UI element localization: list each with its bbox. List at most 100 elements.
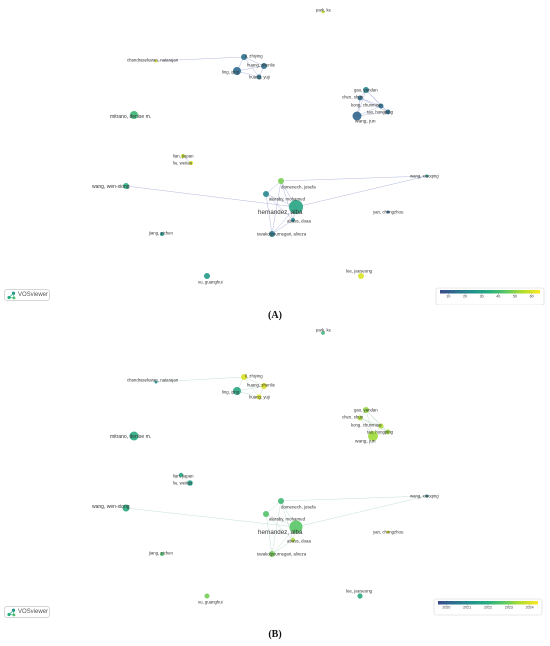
vosviewer-logo: VOSviewer [4, 606, 50, 618]
network-labels: park, ke li, zhiying chandrasekaran, natar… [92, 7, 439, 284]
node-label: lian, jiapan [173, 474, 194, 479]
figure-caption-a: (A) [268, 310, 282, 321]
legend-tick-label: 50 [513, 295, 517, 299]
node-label: mitrano, denise m. [110, 114, 151, 120]
legend-tick-label: 2022 [484, 606, 492, 610]
network-node [269, 231, 275, 237]
network-edge [280, 500, 294, 541]
node-label: huang, yuji [249, 395, 270, 400]
node-label: abass, doaa [287, 219, 311, 224]
color-legend: 10 20 30 40 50 60 [435, 287, 545, 305]
network-node [363, 407, 369, 413]
node-label: huang, yuji [249, 75, 270, 80]
node-label: hernandez, alba [258, 529, 303, 536]
node-label: ling, qing [222, 390, 240, 395]
network-edge [265, 500, 282, 515]
network-node [261, 383, 267, 389]
network-node [160, 232, 164, 236]
network-node [386, 210, 390, 214]
network-edge [155, 56, 245, 62]
node-label: lee, jaeseong [346, 589, 373, 594]
network-edge [356, 111, 389, 117]
network-node [263, 511, 269, 517]
figure-caption-b: (B) [268, 629, 282, 640]
network-node [241, 374, 247, 380]
network-node [425, 494, 429, 498]
network-node [233, 387, 241, 395]
network-map-a: park, ke li, zhiying chandrasekaran, natar… [92, 7, 545, 305]
node-label: liu, weitao [173, 161, 193, 166]
legend-tick-label: 40 [496, 295, 500, 299]
node-label: chandrasekaran, natarajan [127, 58, 179, 63]
network-edge [243, 376, 260, 398]
node-label: hernandez, alba [258, 209, 303, 216]
legend-tick-label: 2023 [505, 606, 513, 610]
network-node [289, 200, 303, 214]
node-label: tavakolpournegari, alireza [257, 232, 307, 237]
network-node [269, 551, 275, 557]
network-node [233, 67, 241, 75]
network-node [378, 103, 384, 109]
network-edge [365, 409, 389, 433]
node-label: ling, qing [222, 70, 240, 75]
network-node [291, 218, 295, 222]
node-label: jiang, zichen [148, 231, 173, 236]
node-label: wang, jun [355, 119, 376, 125]
network-node [321, 10, 325, 14]
network-edge [155, 376, 245, 383]
network-nodes [123, 10, 429, 279]
node-label: huang, zhenlie [247, 383, 276, 388]
network-node [363, 87, 369, 93]
node-label: park, ke [316, 327, 332, 332]
network-node [181, 154, 185, 158]
network-node [256, 394, 262, 400]
network-node [178, 472, 184, 478]
network-node [154, 59, 158, 63]
legend-tick-label: 2021 [463, 606, 471, 610]
node-label: xu, guanghui [198, 280, 223, 285]
node-label: chandrasekaran, natarajan [127, 378, 179, 383]
node-label: kong, chunmiao [351, 423, 382, 428]
network-node [358, 273, 364, 279]
node-label: alaraby, mohamed [269, 197, 306, 202]
node-label: kong, chunmiao [351, 103, 382, 108]
network-edge [243, 56, 265, 67]
node-label: tavakolpournegari, alireza [257, 552, 307, 557]
node-label: wang, xiaoqing [410, 494, 439, 499]
network-node [321, 331, 325, 335]
node-label: alaraby, mohamed [269, 517, 306, 522]
network-edge [236, 385, 265, 392]
network-node [357, 95, 363, 101]
network-edge [280, 180, 294, 221]
node-label: li, zhiying [245, 54, 263, 59]
network-edge [243, 376, 265, 387]
network-edge [271, 219, 294, 235]
node-label: wang, wen-xiong [92, 184, 130, 190]
network-edge [280, 495, 428, 502]
network-node [261, 63, 267, 69]
network-edge [359, 417, 382, 427]
network-node [204, 593, 210, 599]
network-panel-a: park, ke li, zhiying chandrasekaran, natar… [0, 0, 550, 305]
node-label: wang, wen-xiong [92, 504, 130, 510]
network-node [187, 480, 193, 486]
network-node [204, 273, 210, 279]
network-edge [356, 89, 367, 117]
network-node [154, 380, 158, 384]
legend-tick-label: 2024 [526, 606, 534, 610]
network-edges [125, 376, 428, 555]
node-label: wang, jun [355, 439, 376, 445]
network-node [385, 109, 391, 115]
network-edge [265, 513, 273, 555]
network-edge [265, 180, 282, 195]
network-node [425, 174, 429, 178]
node-label: huang, zhenlie [247, 63, 276, 68]
network-node [278, 178, 284, 184]
network-node [289, 520, 303, 534]
node-label: li, zhiying [245, 374, 263, 379]
vosviewer-logo-icon [7, 608, 16, 617]
node-label: liu, weitao [173, 481, 193, 486]
network-panel-b: park, ke li, zhiying chandrasekaran, natar… [0, 320, 550, 625]
legend-gradient-bar [438, 601, 538, 605]
node-label: tao, hongping [367, 430, 394, 435]
